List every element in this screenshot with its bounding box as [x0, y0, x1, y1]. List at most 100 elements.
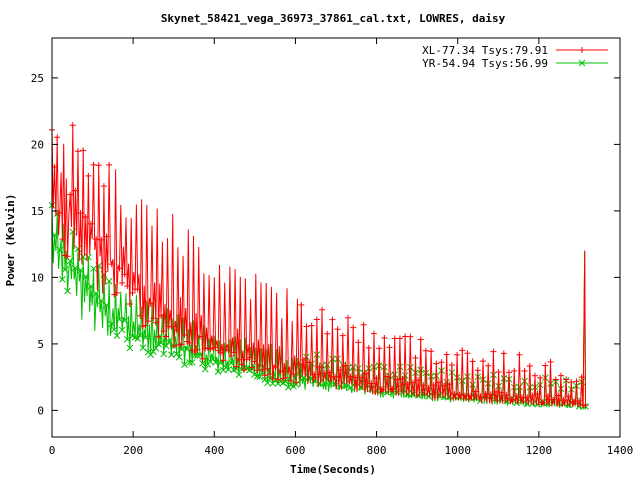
data-point: [129, 289, 136, 296]
data-point: [267, 371, 274, 378]
data-point: [529, 392, 536, 399]
data-point: [188, 359, 196, 366]
data-point: [516, 383, 523, 391]
data-point: [123, 335, 131, 343]
data-point: [490, 348, 497, 355]
data-point: [277, 368, 284, 375]
data-point: [573, 378, 580, 385]
data-point: [458, 377, 466, 385]
data-point: [74, 148, 81, 155]
data-point: [557, 385, 565, 393]
axes: 0 200 400 600 800 1000 1200 1400 0 5 10 15 20 25: [31, 38, 634, 457]
data-point: [72, 187, 79, 194]
data-point: [446, 381, 453, 388]
data-point: [295, 361, 302, 368]
data-point: [137, 312, 144, 319]
y-axis-label: Power (Kelvin): [4, 194, 17, 287]
data-point: [576, 397, 583, 404]
data-point: [482, 391, 489, 398]
data-point: [578, 374, 585, 381]
data-point: [544, 392, 551, 399]
x-tick-label: 1400: [607, 444, 634, 457]
data-point: [282, 374, 289, 381]
data-point: [477, 393, 484, 400]
data-point: [414, 391, 422, 399]
data-point: [183, 345, 191, 353]
data-point: [435, 379, 442, 386]
data-point: [95, 162, 102, 169]
data-point: [565, 401, 573, 408]
data-point: [510, 383, 518, 391]
data-point: [310, 376, 318, 384]
data-point: [113, 290, 120, 297]
data-point: [477, 397, 484, 404]
y-tick-label: 15: [31, 205, 44, 218]
chart-title: Skynet_58421_vega_36973_37861_cal.txt, L…: [161, 12, 506, 25]
data-point: [186, 339, 193, 346]
data-point: [391, 371, 399, 378]
data-point: [490, 371, 497, 379]
data-point: [524, 394, 531, 401]
data-point: [87, 220, 94, 227]
data-point: [298, 301, 305, 308]
legend-marker: [578, 59, 586, 67]
data-point: [321, 370, 328, 377]
data-point: [347, 384, 354, 391]
data-point: [331, 379, 339, 387]
data-point: [220, 357, 227, 364]
data-point: [402, 333, 409, 340]
data-point: [59, 236, 66, 243]
data-point: [409, 389, 417, 397]
data-point: [345, 314, 352, 321]
data-point: [160, 350, 168, 358]
data-point: [134, 286, 141, 293]
data-point: [474, 367, 481, 374]
x-axis-label: Time(Seconds): [290, 463, 376, 476]
data-point: [181, 361, 188, 368]
data-point: [61, 252, 68, 259]
data-point: [139, 323, 146, 330]
data-point: [72, 264, 79, 272]
data-point: [433, 360, 440, 367]
data-point: [396, 363, 404, 371]
data-point: [404, 390, 412, 398]
data-point: [383, 388, 391, 396]
data-point: [461, 392, 468, 399]
data-point: [246, 354, 253, 361]
data-point: [261, 376, 269, 383]
data-point: [305, 373, 313, 381]
data-point: [316, 364, 323, 371]
data-point: [66, 257, 74, 265]
data-point: [150, 315, 157, 322]
data-point: [90, 265, 97, 272]
data-point: [381, 363, 388, 371]
data-point: [534, 400, 541, 408]
data-point: [69, 122, 76, 129]
data-point: [370, 363, 378, 371]
x-tick-label: 1200: [526, 444, 553, 457]
data-point: [360, 321, 367, 328]
data-point: [136, 331, 144, 339]
data-point: [178, 341, 185, 348]
data-point: [233, 363, 240, 370]
data-point: [355, 339, 362, 346]
data-point: [126, 344, 134, 352]
y-tick-label: 5: [37, 338, 44, 351]
data-point: [563, 376, 570, 383]
data-point: [82, 273, 90, 280]
data-point: [352, 374, 359, 381]
data-point: [85, 172, 92, 179]
data-point: [381, 334, 388, 341]
x-tick-label: 400: [204, 444, 224, 457]
data-point: [383, 373, 390, 380]
data-point: [467, 393, 474, 400]
data-point: [453, 374, 461, 381]
data-point: [171, 342, 178, 349]
data-point: [464, 373, 471, 380]
data-point: [230, 349, 237, 356]
data-point: [339, 332, 346, 339]
data-point: [225, 347, 232, 354]
data-point: [582, 402, 589, 409]
y-tick-label: 0: [37, 404, 44, 417]
data-point: [306, 359, 313, 366]
